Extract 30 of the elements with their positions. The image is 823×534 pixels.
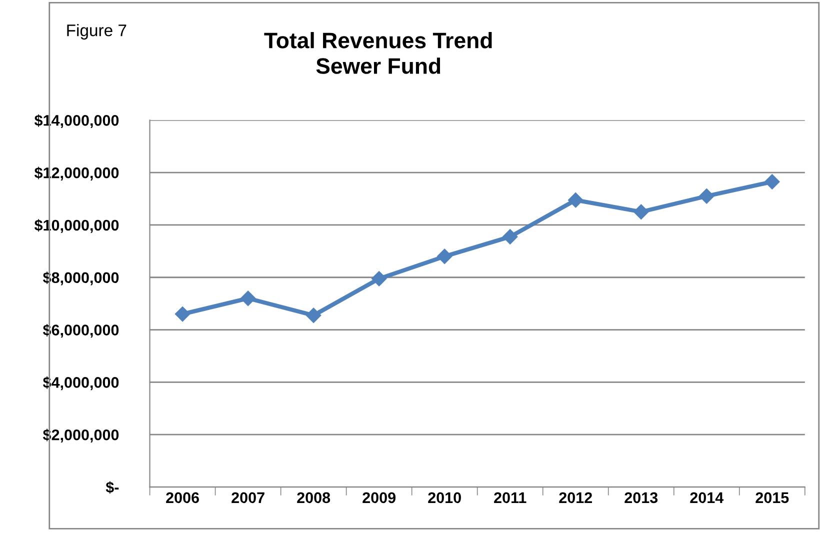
- point: [372, 271, 387, 286]
- point: [634, 204, 649, 220]
- y-tick-label: $-: [106, 481, 119, 494]
- point: [437, 248, 452, 264]
- y-tick-label: $2,000,000: [42, 428, 119, 442]
- x-tick-label: 2012: [559, 492, 592, 504]
- point: [568, 192, 584, 208]
- y-tick-label: $14,000,000: [34, 114, 119, 128]
- x-tick-label: 2013: [624, 492, 658, 504]
- x-tick-label: 2007: [232, 492, 264, 504]
- point: [306, 308, 322, 323]
- y-tick-label: $6,000,000: [42, 324, 119, 338]
- y-tick-label: $10,000,000: [34, 219, 119, 233]
- caption: Figure 7: [67, 24, 126, 40]
- x-tick-label: 2015: [756, 492, 789, 504]
- point: [502, 229, 518, 244]
- y-tick-label: $8,000,000: [42, 272, 119, 286]
- point: [240, 290, 256, 306]
- x-tick-label: 2009: [362, 492, 396, 504]
- x-tick-label: 2011: [494, 492, 526, 504]
- x-tick-label: 2010: [428, 492, 461, 504]
- x-tick-label: 2006: [166, 492, 199, 504]
- y-tick-label: $12,000,000: [34, 166, 119, 180]
- point: [764, 174, 780, 190]
- chart-title: Total Revenues Trend Sewer Fund: [264, 32, 492, 74]
- x-tick-label: 2008: [297, 492, 330, 504]
- x-tick-label: 2014: [690, 492, 724, 504]
- point: [699, 188, 714, 204]
- point: [174, 306, 190, 322]
- y-tick-label: $4,000,000: [42, 376, 119, 390]
